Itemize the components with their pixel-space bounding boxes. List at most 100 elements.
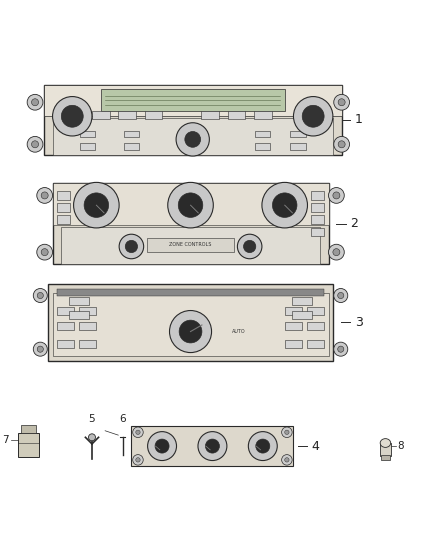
Circle shape — [27, 94, 43, 110]
Circle shape — [170, 311, 212, 352]
Bar — [79, 322, 96, 330]
Circle shape — [178, 193, 203, 217]
Circle shape — [338, 293, 344, 298]
Bar — [92, 111, 110, 119]
Bar — [147, 238, 234, 252]
Text: ZONE CONTROLS: ZONE CONTROLS — [170, 243, 212, 247]
Circle shape — [293, 96, 333, 136]
Bar — [57, 340, 74, 348]
Text: 4: 4 — [311, 440, 319, 453]
Text: 2: 2 — [350, 217, 358, 230]
Circle shape — [244, 240, 256, 253]
Circle shape — [136, 458, 140, 462]
Circle shape — [33, 288, 47, 303]
Bar — [18, 433, 39, 457]
Bar — [201, 111, 219, 119]
Bar — [53, 183, 328, 264]
Bar — [79, 307, 96, 315]
Bar — [57, 307, 74, 315]
Circle shape — [37, 244, 53, 260]
Circle shape — [185, 132, 201, 147]
Bar — [57, 322, 74, 330]
Circle shape — [272, 193, 297, 217]
Circle shape — [37, 293, 43, 298]
Bar — [61, 227, 320, 264]
Circle shape — [328, 244, 344, 260]
Bar — [307, 322, 324, 330]
Bar — [80, 131, 95, 137]
Bar — [69, 311, 88, 319]
Bar — [285, 322, 302, 330]
Bar — [57, 203, 70, 212]
Circle shape — [302, 106, 324, 127]
Bar — [290, 143, 306, 150]
Bar — [311, 215, 324, 224]
Bar — [380, 443, 391, 456]
Bar — [57, 289, 324, 295]
Circle shape — [338, 141, 345, 148]
Text: 7: 7 — [2, 434, 9, 445]
Bar — [307, 340, 324, 348]
Bar — [255, 143, 271, 150]
Bar — [57, 215, 70, 224]
Text: 3: 3 — [355, 316, 363, 329]
Bar — [290, 131, 306, 137]
Circle shape — [205, 439, 219, 453]
Bar — [80, 143, 95, 150]
Bar — [145, 111, 162, 119]
Circle shape — [32, 99, 39, 106]
Text: 5: 5 — [88, 414, 95, 424]
Bar — [285, 307, 302, 315]
Bar — [53, 183, 328, 225]
Bar — [228, 111, 245, 119]
Circle shape — [133, 427, 143, 438]
Circle shape — [32, 141, 39, 148]
Text: AUTO: AUTO — [232, 329, 246, 334]
Circle shape — [37, 346, 43, 352]
Circle shape — [41, 192, 48, 199]
Circle shape — [88, 434, 95, 441]
Bar — [118, 111, 136, 119]
Circle shape — [133, 455, 143, 465]
Bar — [311, 203, 324, 212]
Bar — [48, 284, 333, 361]
Circle shape — [27, 136, 43, 152]
Circle shape — [61, 106, 83, 127]
Circle shape — [256, 439, 270, 453]
Circle shape — [148, 432, 177, 461]
Circle shape — [285, 458, 289, 462]
Circle shape — [333, 192, 340, 199]
Circle shape — [33, 342, 47, 356]
Circle shape — [37, 188, 53, 203]
Bar — [101, 89, 285, 111]
Circle shape — [334, 136, 350, 152]
Circle shape — [53, 96, 92, 136]
Bar — [124, 143, 139, 150]
Bar — [21, 425, 36, 433]
Bar — [255, 131, 271, 137]
Circle shape — [248, 432, 277, 461]
Bar — [69, 297, 88, 305]
Circle shape — [334, 94, 350, 110]
Circle shape — [125, 240, 138, 253]
Bar — [285, 340, 302, 348]
Bar — [79, 340, 96, 348]
Circle shape — [338, 99, 345, 106]
Circle shape — [328, 188, 344, 203]
Circle shape — [41, 249, 48, 256]
Bar — [311, 191, 324, 200]
Bar — [307, 307, 324, 315]
Circle shape — [84, 193, 109, 217]
Bar — [381, 455, 390, 459]
Circle shape — [262, 182, 307, 228]
Bar — [293, 311, 312, 319]
Bar — [124, 131, 139, 137]
Circle shape — [179, 320, 202, 343]
Circle shape — [334, 288, 348, 303]
Text: 6: 6 — [119, 414, 126, 424]
Bar — [53, 293, 328, 356]
Circle shape — [282, 455, 292, 465]
Text: 1: 1 — [355, 114, 363, 126]
Circle shape — [155, 439, 169, 453]
Circle shape — [198, 432, 227, 461]
